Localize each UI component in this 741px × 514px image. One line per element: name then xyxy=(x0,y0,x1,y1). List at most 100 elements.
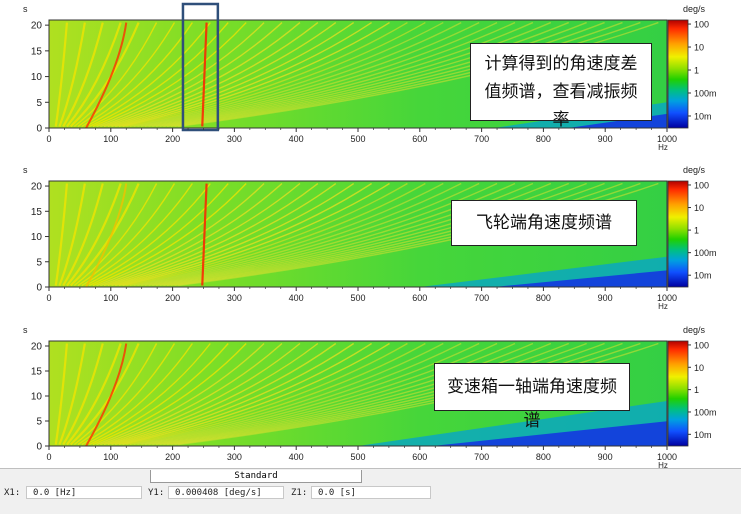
order-curve xyxy=(96,22,265,128)
order-curve xyxy=(144,21,498,128)
order-curve xyxy=(140,182,480,287)
order-curve xyxy=(140,342,480,446)
lowest-magnitude-region xyxy=(493,270,667,287)
order-curve xyxy=(66,343,122,446)
order-curve xyxy=(96,342,265,446)
x-tick-label: 400 xyxy=(289,452,304,462)
order-curve-strong xyxy=(85,183,128,288)
x-tick-label: 900 xyxy=(598,452,613,462)
x-tick-label: 600 xyxy=(412,452,427,462)
colorbar xyxy=(667,340,689,447)
y-tick-label: 20 xyxy=(31,21,43,32)
order-curve xyxy=(85,183,211,287)
y-tick-label: 20 xyxy=(31,342,43,353)
order-curve xyxy=(159,342,569,446)
colorbar-tick-label: 10m xyxy=(694,271,712,281)
order-curve xyxy=(54,343,69,445)
x-tick-label: 300 xyxy=(227,452,242,462)
x-tick-label: 600 xyxy=(412,293,427,303)
colorbar-tick-label: 100m xyxy=(694,407,717,417)
x1-label: X1: xyxy=(4,488,21,498)
order-curve xyxy=(107,182,319,287)
order-curve xyxy=(107,342,319,446)
order-curve xyxy=(118,342,372,446)
order-curve xyxy=(122,182,390,287)
order-curve xyxy=(103,342,301,446)
annotation-middle: 飞轮端角速度频谱 xyxy=(451,200,637,246)
x-tick-label: 200 xyxy=(165,452,180,462)
order-curve xyxy=(144,182,498,287)
x-tick-label: 0 xyxy=(46,134,51,144)
order-curve xyxy=(144,342,498,446)
order-curve xyxy=(133,182,444,287)
order-curve xyxy=(148,182,516,287)
x-tick-label: 0 xyxy=(46,293,51,303)
x-tick-label: 800 xyxy=(536,293,551,303)
order-curve xyxy=(103,182,301,287)
x-tick-label: 700 xyxy=(474,293,489,303)
x-tick-label: 100 xyxy=(103,134,118,144)
order-curve xyxy=(81,343,193,446)
order-curve xyxy=(166,21,605,128)
order-curve xyxy=(140,21,480,128)
x-unit-label: Hz xyxy=(658,302,668,311)
order-curve xyxy=(66,183,122,287)
order-curve xyxy=(85,22,211,128)
y-tick-label: 15 xyxy=(31,207,43,218)
order-curve xyxy=(148,342,516,446)
order-curve xyxy=(126,342,408,446)
order-curve xyxy=(85,343,211,446)
order-curve xyxy=(114,342,355,446)
order-curve xyxy=(58,22,86,127)
y1-field[interactable]: 0.000408 [deg/s] xyxy=(168,486,284,499)
x-tick-label: 800 xyxy=(536,452,551,462)
order-curve xyxy=(66,22,122,128)
order-curve xyxy=(129,342,426,446)
colorbar-tick-label: 1 xyxy=(694,385,699,395)
order-curve xyxy=(111,182,337,287)
x1-field[interactable]: 0.0 [Hz] xyxy=(26,486,142,499)
y-tick-label: 15 xyxy=(31,46,43,57)
order-curve-strong xyxy=(85,22,128,129)
order-curve xyxy=(58,343,86,445)
order-curve xyxy=(62,343,104,446)
order-curve xyxy=(129,21,426,128)
order-curve xyxy=(126,21,408,128)
order-curve xyxy=(107,22,319,128)
x-tick-label: 500 xyxy=(350,134,365,144)
annotation-top-line1: 计算得到的角速度差 xyxy=(484,54,638,74)
colorbar xyxy=(667,19,689,129)
z1-field[interactable]: 0.0 [s] xyxy=(311,486,431,499)
order-curve xyxy=(62,183,104,287)
y-tick-label: 10 xyxy=(31,392,43,403)
x-tick-label: 400 xyxy=(289,293,304,303)
order-curve xyxy=(122,21,390,128)
x-tick-label: 600 xyxy=(412,134,427,144)
x-tick-label: 900 xyxy=(598,293,613,303)
order-curve xyxy=(148,21,516,128)
order-curve xyxy=(122,342,390,446)
order-curve-strong xyxy=(85,343,128,447)
x-tick-label: 300 xyxy=(227,134,242,144)
order-curve xyxy=(81,183,193,287)
colorbar-tick-label: 100 xyxy=(694,20,709,30)
lowest-magnitude-region xyxy=(432,421,667,446)
order-curve xyxy=(88,183,229,287)
order-curve xyxy=(129,182,426,287)
order-curve xyxy=(155,21,552,128)
y-tick-label: 0 xyxy=(36,283,42,294)
y-tick-label: 10 xyxy=(31,72,43,83)
colorbar-tick-label: 100m xyxy=(694,88,717,98)
y-tick-label: 5 xyxy=(36,98,42,109)
order-curve xyxy=(54,183,69,286)
x-tick-label: 700 xyxy=(474,134,489,144)
order-curve xyxy=(111,342,337,446)
order-curve xyxy=(178,21,659,128)
tab-standard[interactable]: Standard xyxy=(150,470,362,483)
colorbar-tick-label: 1 xyxy=(694,226,699,236)
order-curve xyxy=(58,183,86,286)
x-unit-label: Hz xyxy=(658,143,668,152)
y-tick-label: 5 xyxy=(36,417,42,428)
order-curve xyxy=(152,21,534,128)
x-tick-label: 1000 xyxy=(657,452,677,462)
